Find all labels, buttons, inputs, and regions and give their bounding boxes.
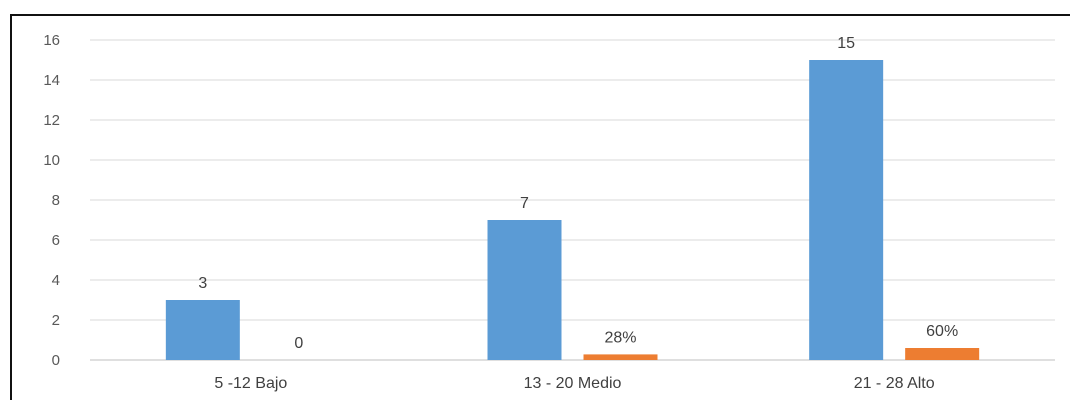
data-label: 3 [198,275,207,292]
data-labels: 3 0 7 28% 15 60% [198,35,958,352]
y-tick-label: 4 [52,272,60,289]
data-label: 60% [926,323,958,340]
x-axis-categories: 5 -12 Bajo 13 - 20 Medio 21 - 28 Alto [214,375,934,392]
category-label: 13 - 20 Medio [524,375,622,392]
bars [165,60,980,360]
data-label: 7 [520,195,529,212]
bar-series-2 [583,354,658,360]
y-tick-label: 12 [43,112,60,129]
y-tick-label: 16 [43,32,60,49]
y-tick-label: 6 [52,232,60,249]
y-tick-label: 2 [52,312,60,329]
bar-series-1 [487,220,562,360]
y-tick-label: 14 [43,72,60,89]
y-tick-label: 0 [52,352,60,369]
data-label: 15 [837,35,855,52]
bar-series-2 [905,348,980,360]
y-tick-label: 10 [43,152,60,169]
bar-series-1 [809,60,884,360]
chart-frame [10,14,1070,400]
category-label: 5 -12 Bajo [214,375,287,392]
category-label: 21 - 28 Alto [854,375,935,392]
data-label: 0 [294,335,303,352]
bar-series-1 [165,300,240,360]
y-axis-ticks: 0 2 4 6 8 10 12 14 16 [43,32,60,369]
gridlines [90,39,1055,361]
data-label: 28% [604,329,636,346]
y-tick-label: 8 [52,192,60,209]
